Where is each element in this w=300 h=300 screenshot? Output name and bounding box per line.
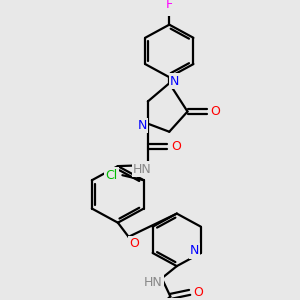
Text: O: O — [171, 140, 181, 153]
Text: O: O — [129, 237, 139, 250]
Text: F: F — [166, 0, 173, 11]
Text: Cl: Cl — [106, 169, 118, 182]
Text: HN: HN — [133, 163, 152, 176]
Text: N: N — [138, 119, 147, 132]
Text: N: N — [190, 244, 199, 257]
Text: O: O — [193, 286, 203, 299]
Text: HN: HN — [144, 276, 163, 289]
Text: O: O — [210, 105, 220, 118]
Text: N: N — [170, 75, 179, 88]
